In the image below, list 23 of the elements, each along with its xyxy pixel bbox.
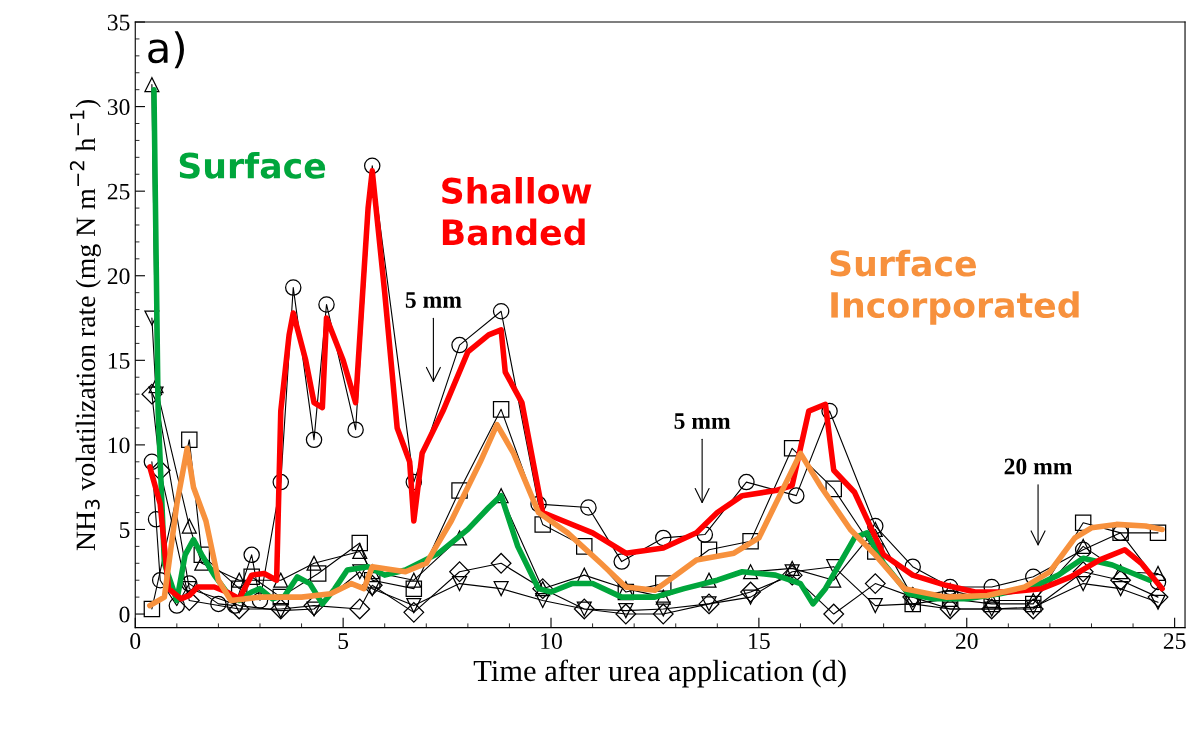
- text: Surface Incorporated: [830, 249, 1079, 325]
- y-tick-label: 0: [119, 606, 130, 623]
- y-tick-label: 5: [119, 522, 130, 538]
- series-label: Shallow Banded: [442, 177, 592, 246]
- y-tick-label: 25: [107, 183, 130, 200]
- y-tick-label: 30: [107, 99, 130, 116]
- y-tick-label: 35: [107, 14, 130, 31]
- annotation: a): [148, 31, 184, 69]
- y-tick-label: 15: [108, 352, 130, 369]
- x-tick-label: 20: [955, 633, 978, 650]
- y-tick-label: 10: [108, 437, 130, 454]
- annotation: 20 mm: [1004, 458, 1073, 475]
- annotation: 5 mm: [674, 413, 731, 429]
- series-label: Surface: [179, 151, 326, 179]
- x-tick-label: 15: [749, 633, 770, 650]
- x-tick-label: 5: [338, 633, 349, 650]
- y-tick-label: 20: [107, 268, 130, 285]
- x-tick-label: 25: [1163, 633, 1186, 650]
- x-tick-label: 0: [130, 633, 141, 650]
- annotation: 5 mm: [405, 292, 462, 308]
- x-axis-title: Time after urea application (d): [473, 659, 846, 688]
- y-axis-title: NH$_{3}$ volatilization rate (mg N m$^{−2}$ h$^{−1}$): [69, 99, 101, 551]
- x-tick-label: 10: [541, 633, 562, 650]
